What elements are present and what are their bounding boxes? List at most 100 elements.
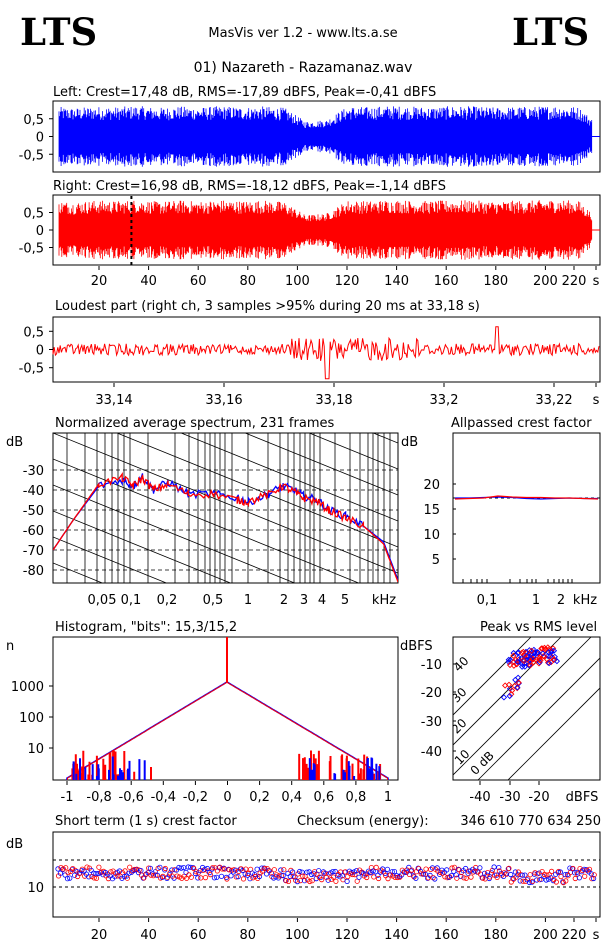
short-crest-point-left [496, 864, 502, 871]
spectrum-frame [52, 432, 399, 584]
short-crest-point-left [240, 867, 246, 874]
spectrum-series-0 [53, 473, 398, 581]
short-crest-point-right [84, 864, 90, 870]
short-crest-point-left [332, 868, 338, 875]
short-crest-point-right [191, 865, 197, 872]
spectrum-xtick-label: 0,2 [157, 593, 178, 608]
short-crest-point-right [494, 874, 500, 881]
peak-rms-point [537, 657, 544, 664]
spectrum-xtick-label: 0,1 [121, 593, 142, 608]
short-crest-point-left [294, 878, 300, 885]
short-crest-point-right [93, 875, 100, 881]
short-crest-point-left [508, 871, 514, 878]
spectrum-ytick-label: -60 [23, 524, 44, 539]
short-crest-point-left [316, 868, 322, 874]
spectrum-ytick-label: -30 [23, 464, 44, 479]
short-crest-point-right [359, 869, 365, 875]
short-crest-xtick-label: 180 [483, 928, 508, 943]
allpass-ytick-label: 10 [423, 528, 440, 543]
short-crest-point-left [510, 875, 516, 882]
short-crest-point-left [218, 873, 225, 879]
histogram-ytick-label: 1000 [11, 680, 44, 695]
waveform-right-title: Right: Crest=16,98 dB, RMS=-18,12 dBFS, … [53, 179, 446, 194]
short-crest-point-right [224, 876, 230, 882]
peak-rms-point [510, 652, 517, 659]
peak-rms-diagonal [453, 637, 592, 776]
spectrum-series-1 [53, 471, 398, 583]
peak-rms-xlabel: dBFS [566, 790, 599, 805]
peak-rms-ylabel: dBFS [400, 639, 433, 654]
short-crest-point-right [146, 865, 152, 871]
short-crest-point-right [553, 879, 559, 885]
spectrum-slope-line [308, 433, 398, 470]
lts-logo-right: LTS [512, 10, 590, 54]
short-crest-point-right [108, 869, 114, 875]
time-axis-tick-label: 40 [140, 274, 157, 289]
short-crest-point-left [543, 877, 549, 883]
peak-rms-ytick-label: -40 [421, 745, 442, 760]
peak-rms-title: Peak vs RMS level [480, 620, 597, 635]
short-crest-point-right [558, 873, 564, 880]
allpass-xtick-label: 2 [557, 593, 565, 608]
short-crest-point-left [157, 864, 163, 870]
loudest-part-xtick-label: 33,18 [315, 393, 352, 408]
peak-rms-point [539, 650, 546, 657]
short-crest-point-right [461, 875, 467, 881]
spectrum-ytick-label: -40 [23, 484, 44, 499]
short-crest-point-left [560, 879, 566, 885]
short-crest-point-right [480, 875, 486, 881]
short-crest-point-right [122, 868, 128, 874]
loudest-part-xtick-label: 33,2 [430, 393, 459, 408]
waveform-left-title: Left: Crest=17,48 dB, RMS=-17,89 dBFS, P… [53, 85, 436, 100]
allpass-title: Allpassed crest factor [451, 416, 592, 431]
short-crest-point-right [243, 866, 249, 872]
short-crest-point-right [586, 866, 593, 872]
short-crest-xtick-label: 100 [285, 928, 310, 943]
short-crest-xtick-label: 20 [91, 928, 108, 943]
peak-rms-point [505, 656, 512, 663]
histogram-sparse-bins-blue [72, 756, 381, 780]
spectrum-ytick-label: -80 [23, 564, 44, 579]
loudest-part-ytick-label: 0,5 [23, 325, 44, 340]
loudest-part-xtick-label: s [593, 393, 600, 408]
peak-rms-frame [452, 636, 601, 781]
short-crest-point-left [247, 876, 253, 882]
short-crest-point-right [333, 878, 339, 884]
short-crest-xtick-label: 140 [384, 928, 409, 943]
short-crest-point-left [572, 870, 578, 876]
short-crest-point-left [273, 874, 279, 880]
histogram-xtick-label: -0,8 [86, 790, 111, 805]
histogram-ytick-label: 10 [27, 742, 44, 757]
short-crest-point-right [565, 873, 571, 879]
short-crest-point-right [188, 874, 194, 880]
short-crest-point-right [572, 875, 578, 882]
histogram-ylabel: n [6, 639, 14, 654]
short-crest-point-right [444, 875, 450, 881]
short-crest-point-left [152, 869, 158, 875]
histogram-xtick-label: 0,2 [249, 790, 270, 805]
short-crest-point-left [183, 869, 189, 876]
short-crest-point-left [356, 874, 362, 880]
histogram-series-right [67, 681, 228, 780]
short-crest-point-right [127, 864, 133, 870]
peak-rms-point [528, 647, 535, 655]
peak-rms-point [550, 656, 557, 663]
short-crest-point-left [413, 875, 419, 881]
short-crest-point-left [299, 869, 305, 875]
short-crest-point-left [297, 868, 303, 875]
spectrum-xtick-label: 1 [244, 593, 252, 608]
short-crest-point-left [453, 872, 459, 878]
short-crest-point-right [409, 867, 415, 873]
waveform-right-ytick-label: 0,5 [23, 207, 44, 222]
allpass-ytick-label: 20 [423, 478, 440, 493]
short-crest-point-left [370, 868, 376, 874]
short-crest-point-left [159, 874, 165, 880]
short-crest-point-right [454, 875, 460, 881]
short-crest-point-left [211, 875, 217, 881]
waveform-left-trace [58, 106, 593, 167]
peak-rms-point [530, 646, 538, 653]
loudest-part-ytick-label: -0,5 [19, 362, 44, 377]
peak-rms-diagonal [477, 657, 600, 780]
short-crest-point-right [465, 868, 472, 874]
peak-rms-diagonal-label: 30 [449, 685, 470, 706]
